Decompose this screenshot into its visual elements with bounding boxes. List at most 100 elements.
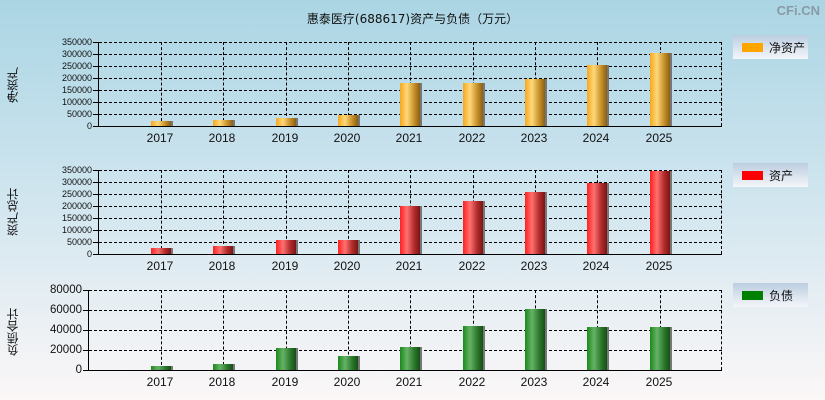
x-tick-label: 2021 <box>395 131 423 145</box>
x-tick-label: 2021 <box>395 375 423 389</box>
bar-2019 <box>276 239 296 254</box>
bar-2023 <box>525 191 545 254</box>
y-tick-label: 0 <box>75 364 82 376</box>
x-tick-label: 2018 <box>208 375 236 389</box>
y-tick-label: 250000 <box>61 61 92 71</box>
gridline <box>223 170 224 254</box>
bar-2017 <box>151 248 171 254</box>
legend-net-assets: 净资产 <box>733 35 808 59</box>
y-tick-mark <box>93 126 98 127</box>
x-tick-label: 2023 <box>520 131 548 145</box>
gridline <box>89 310 722 311</box>
legend-swatch <box>742 291 763 300</box>
plot-border <box>721 290 722 370</box>
bar-2022 <box>463 200 483 254</box>
x-tick-label: 2024 <box>582 259 610 273</box>
y-tick-mark <box>93 54 98 55</box>
y-tick-mark <box>93 206 98 207</box>
bar-2017 <box>151 121 171 126</box>
plot-border <box>721 170 722 254</box>
x-tick-label: 2019 <box>271 375 299 389</box>
y-tick-label: 0 <box>86 249 92 259</box>
y-tick-mark <box>93 230 98 231</box>
gridline <box>286 290 287 370</box>
x-tick-label: 2023 <box>520 259 548 273</box>
x-tick-label: 2020 <box>333 131 361 145</box>
y-tick-label: 50000 <box>66 237 92 247</box>
gridline <box>161 170 162 254</box>
y-tick-mark <box>93 170 98 171</box>
y-tick-mark <box>93 78 98 79</box>
legend-liabilities: 负债 <box>733 283 808 307</box>
legend-label: 净资产 <box>769 41 806 55</box>
bar-2018 <box>213 246 233 254</box>
y-tick-label: 80000 <box>50 284 82 296</box>
x-tick-label: 2024 <box>582 131 610 145</box>
y-tick-label: 150000 <box>61 213 92 223</box>
x-tick-label: 2022 <box>458 375 486 389</box>
y-tick-mark <box>83 350 88 351</box>
y-tick-mark <box>93 66 98 67</box>
legend-swatch <box>742 43 763 52</box>
legend-label: 负债 <box>769 289 794 303</box>
x-tick-label: 2019 <box>271 259 299 273</box>
bar-2020 <box>338 239 358 254</box>
x-tick-label: 2020 <box>333 375 361 389</box>
x-tick-label: 2017 <box>146 375 174 389</box>
bar-2025 <box>650 170 670 254</box>
gridline <box>410 290 411 370</box>
bar-2019 <box>276 348 296 370</box>
x-tick-label: 2025 <box>645 375 673 389</box>
gridline <box>286 170 287 254</box>
x-tick-label: 2017 <box>146 259 174 273</box>
y-axis-label: 资产总计 <box>6 188 20 237</box>
plot-area <box>98 42 722 127</box>
y-tick-mark <box>83 290 88 291</box>
gridline <box>89 290 722 291</box>
y-tick-label: 250000 <box>61 189 92 199</box>
bar-2022 <box>463 82 483 126</box>
y-tick-mark <box>93 254 98 255</box>
bar-2021 <box>400 347 420 370</box>
y-tick-mark <box>93 182 98 183</box>
x-tick-label: 2025 <box>645 259 673 273</box>
x-tick-label: 2024 <box>582 375 610 389</box>
y-tick-label: 200000 <box>61 73 92 83</box>
y-tick-label: 40000 <box>50 324 82 336</box>
y-tick-label: 60000 <box>50 304 82 316</box>
gridline <box>286 42 287 126</box>
bar-2017 <box>151 366 171 370</box>
bar-2024 <box>587 182 607 254</box>
y-tick-label: 300000 <box>61 49 92 59</box>
y-tick-mark <box>93 102 98 103</box>
y-tick-mark <box>83 330 88 331</box>
y-axis-label: 负债合计 <box>6 308 20 357</box>
y-tick-mark <box>83 310 88 311</box>
legend-swatch <box>742 171 763 180</box>
y-tick-label: 300000 <box>61 177 92 187</box>
y-tick-mark <box>93 242 98 243</box>
y-tick-mark <box>93 90 98 91</box>
bar-2020 <box>338 114 358 126</box>
y-tick-mark <box>93 194 98 195</box>
x-tick-label: 2021 <box>395 259 423 273</box>
x-tick-label: 2018 <box>208 259 236 273</box>
y-tick-label: 200000 <box>61 201 92 211</box>
y-tick-label: 350000 <box>61 165 92 175</box>
y-tick-label: 100000 <box>61 97 92 107</box>
brand-logo: CFi.CN <box>776 3 820 18</box>
gridline <box>348 170 349 254</box>
x-tick-label: 2022 <box>458 131 486 145</box>
x-tick-label: 2023 <box>520 375 548 389</box>
gridline <box>161 42 162 126</box>
gridline <box>223 290 224 370</box>
bar-2021 <box>400 82 420 126</box>
bar-2021 <box>400 206 420 254</box>
gridline <box>89 330 722 331</box>
bar-2025 <box>650 52 670 126</box>
legend-label: 资产 <box>769 169 794 183</box>
y-tick-mark <box>93 42 98 43</box>
bar-2024 <box>587 327 607 370</box>
bar-2025 <box>650 327 670 370</box>
x-tick-label: 2022 <box>458 259 486 273</box>
